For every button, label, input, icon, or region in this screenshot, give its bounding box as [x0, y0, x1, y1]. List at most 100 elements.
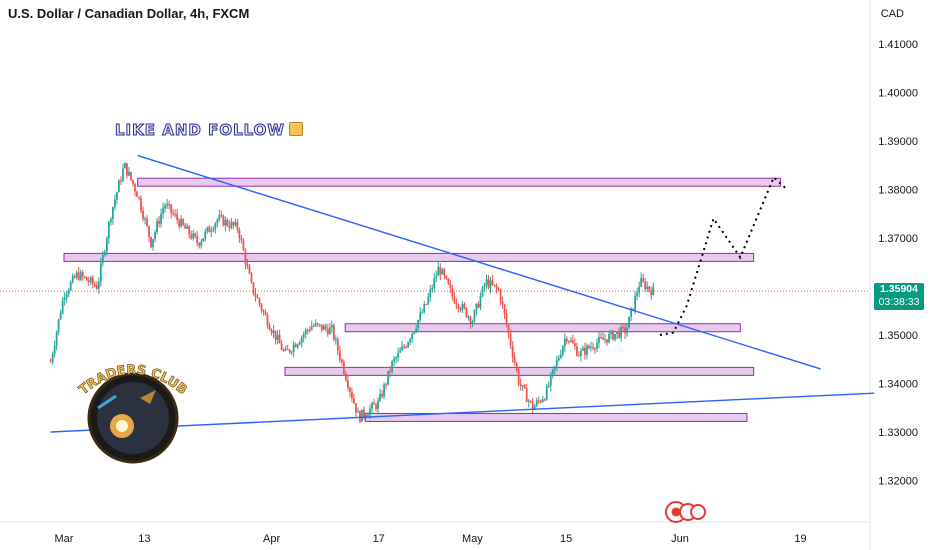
candle-body — [461, 304, 464, 310]
candle-body — [234, 222, 237, 226]
candle-body — [95, 285, 98, 289]
descending-trendline[interactable] — [137, 154, 821, 370]
candle-body — [216, 219, 219, 224]
candle-body — [61, 299, 64, 314]
candle-body — [375, 404, 377, 409]
candle-body — [248, 266, 251, 274]
candle-body — [485, 279, 488, 286]
candle-body — [212, 229, 215, 231]
candle-body — [55, 332, 58, 346]
candle-body — [69, 282, 72, 291]
candle-body — [258, 298, 261, 305]
current-price-tag[interactable]: 1.35904 03:38:33 — [874, 283, 924, 310]
candle-body — [138, 196, 140, 198]
candle-body — [89, 277, 92, 283]
candle-body — [200, 241, 203, 246]
candle-body — [101, 254, 104, 264]
candle-body — [182, 219, 185, 225]
candle-body — [391, 361, 393, 372]
projection-path[interactable] — [659, 175, 788, 336]
candle-body — [214, 223, 217, 230]
candle-body — [457, 304, 460, 309]
candle-body — [489, 280, 492, 288]
candle-body — [59, 313, 62, 320]
candle-body — [73, 275, 76, 278]
candle-body — [67, 290, 70, 294]
candle-body — [517, 369, 520, 384]
candle-body — [242, 240, 245, 251]
candle-body — [302, 334, 305, 338]
candle-body — [527, 400, 530, 403]
candle-body — [523, 384, 526, 389]
candle-body — [278, 334, 281, 344]
candle-body — [349, 387, 351, 392]
candle-body — [638, 286, 641, 293]
candle-body — [336, 338, 339, 351]
candle-body — [226, 219, 229, 226]
candle-body — [99, 263, 102, 282]
candle-body — [594, 348, 596, 350]
candle-body — [559, 354, 562, 358]
candle-body — [541, 399, 544, 402]
candle-body — [300, 337, 303, 343]
candle-body — [113, 199, 116, 208]
x-tick-label: 13 — [138, 533, 150, 545]
candle-body — [298, 342, 301, 345]
ascending-trendline[interactable] — [50, 392, 875, 433]
candle-body — [608, 334, 610, 343]
candle-body — [565, 338, 568, 342]
candle-body — [63, 297, 66, 300]
candle-body — [427, 296, 430, 305]
like-and-follow-annotation: LIKE AND FOLLOW — [115, 121, 303, 140]
candle-body — [620, 326, 622, 338]
y-tick-label: 1.37000 — [878, 233, 918, 245]
candle-body — [433, 277, 436, 289]
candle-body — [453, 296, 456, 303]
chart-title: U.S. Dollar / Canadian Dollar, 4h, FXCM — [8, 6, 250, 21]
candle-body — [266, 315, 269, 327]
candle-body — [467, 316, 470, 318]
candle-body — [272, 330, 275, 333]
candle-body — [87, 280, 90, 283]
zone-3[interactable] — [344, 323, 741, 333]
candle-body — [357, 411, 359, 413]
candle-body — [399, 350, 402, 353]
candle-body — [405, 346, 408, 348]
candle-body — [228, 225, 231, 228]
candle-body — [441, 269, 444, 275]
candle-body — [493, 284, 496, 286]
candle-body — [443, 269, 446, 276]
candle-body — [425, 304, 428, 306]
candle-body — [555, 360, 558, 367]
candle-body — [600, 337, 602, 339]
candle-body — [419, 312, 422, 321]
candle-body — [316, 323, 319, 325]
candle-body — [174, 213, 177, 215]
candle-body — [198, 243, 201, 246]
candle-body — [387, 370, 389, 385]
candle-body — [79, 272, 82, 280]
candle-body — [176, 214, 179, 221]
candle-body — [353, 398, 355, 404]
candle-body — [204, 231, 207, 239]
candle-body — [359, 411, 361, 422]
candle-body — [537, 400, 540, 402]
candle-body — [232, 221, 235, 226]
candle-body — [634, 295, 637, 311]
candle-body — [495, 285, 498, 289]
candle-body — [626, 328, 629, 334]
candle-body — [188, 226, 191, 235]
candle-body — [533, 405, 536, 410]
candle-body — [140, 197, 142, 211]
candle-body — [543, 399, 546, 401]
x-axis[interactable]: Mar 13 Apr 17 May 15 Jun 19 — [55, 533, 807, 545]
candle-body — [326, 328, 329, 335]
candle-body — [393, 359, 395, 362]
candle-body — [91, 277, 94, 284]
zone-2[interactable] — [63, 252, 755, 262]
candle-body — [465, 307, 468, 318]
candle-body — [222, 215, 225, 226]
candle-body — [107, 222, 110, 239]
canada-flag-icon[interactable] — [665, 501, 706, 523]
